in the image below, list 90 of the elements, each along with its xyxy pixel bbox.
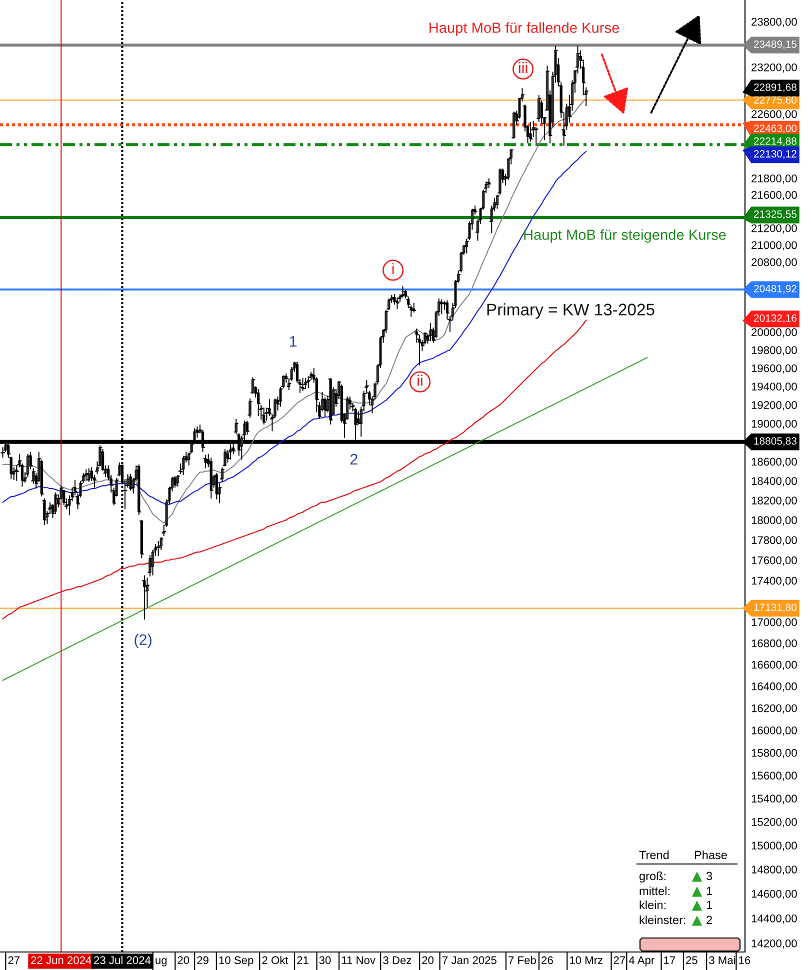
text: 20132,16 — [754, 314, 796, 323]
y-tick-label: 20800,00 — [752, 258, 797, 268]
y-tick-label: 16000,00 — [752, 726, 797, 736]
y-tick-label: 15000,00 — [752, 842, 797, 851]
ref-line-label: 22775,60 — [754, 96, 797, 105]
annotation: i — [392, 263, 394, 274]
x-tick-label: 3 Mai — [709, 956, 736, 964]
y-tick-label: 19400,00 — [752, 382, 797, 392]
line-series — [2, 357, 648, 681]
annotation: groß: — [639, 871, 666, 882]
y-tick-label: 14400,00 — [752, 914, 797, 924]
x-tick-label: 2 Okt — [262, 956, 288, 964]
annotation: Haupt MoB für steigende Kurse — [524, 229, 726, 243]
y-tick-label: 14200,00 — [752, 939, 797, 949]
x-tick-label: 16 — [739, 956, 750, 964]
annotation: 2 — [706, 916, 712, 924]
annotation: iii — [518, 62, 528, 74]
x-tick-label: 20 — [178, 956, 190, 964]
y-tick-label: 16400,00 — [752, 682, 797, 692]
y-tick-label: 21000,00 — [752, 241, 797, 250]
y-tick-label: 19200,00 — [752, 401, 797, 410]
y-tick-label: 19800,00 — [752, 346, 797, 356]
y-tick-label: 15600,00 — [752, 772, 797, 781]
y-tick-label: 21200,00 — [752, 224, 797, 234]
ref-line-label: 22214,88 — [754, 137, 796, 146]
x-tick-label: 29 — [197, 956, 208, 964]
y-tick-label: 15200,00 — [752, 818, 797, 828]
y-tick-label: 19600,00 — [752, 364, 797, 374]
x-tick-label: 11 Nov — [342, 956, 376, 964]
x-tick-label: 27 — [8, 956, 20, 964]
x-tick-label: 30 — [319, 956, 331, 964]
x-tick-label: 7 Feb — [508, 956, 536, 964]
ref-line-label: 17131,80 — [754, 604, 797, 612]
annotation: mittel: — [640, 886, 670, 896]
annotation: 1 — [706, 900, 712, 910]
ref-line-label: 22463,00 — [754, 124, 797, 134]
y-tick-label: 14800,00 — [752, 866, 797, 875]
ref-line-label: 18805,83 — [754, 437, 796, 446]
x-tick-label: 7 Jan 2025 — [442, 956, 496, 964]
x-tick-label: 17 — [664, 956, 676, 964]
y-tick-label: 17600,00 — [752, 556, 797, 566]
annotation: 2 — [350, 454, 358, 465]
annotation: 3 — [706, 872, 712, 880]
x-tick-label: ug — [156, 958, 167, 966]
y-tick-label: 19000,00 — [752, 420, 797, 429]
y-tick-label: 17800,00 — [752, 536, 797, 546]
annotation: Phase — [694, 850, 727, 860]
x-tick-label: 27 — [614, 956, 626, 964]
x-tick-label: 20 — [422, 956, 434, 964]
y-tick-label: 16600,00 — [752, 660, 797, 670]
y-tick-label: 17000,00 — [752, 618, 797, 628]
annotation: kleinster: — [640, 915, 686, 924]
y-tick-label: 23800,00 — [752, 18, 797, 28]
annotation: klein: — [640, 900, 666, 910]
y-tick-label: 18400,00 — [752, 477, 797, 486]
text: 22130,12 — [754, 150, 796, 159]
y-tick-label: 20000,00 — [752, 328, 797, 338]
annotation: (2) — [134, 634, 152, 648]
y-tick-label: 23200,00 — [752, 63, 797, 73]
annotation: Trend — [639, 850, 669, 860]
x-tick-label: 21 — [297, 956, 308, 964]
annotation: Haupt MoB für fallende Kurse — [430, 22, 620, 36]
x-tick-label: 10 Sep — [219, 956, 254, 966]
annotation: ii — [418, 374, 422, 386]
y-tick-label: 16200,00 — [752, 704, 797, 714]
y-tick-label: 18600,00 — [752, 458, 797, 467]
y-tick-label: 17400,00 — [752, 576, 797, 586]
y-tick-label: 18000,00 — [752, 516, 797, 526]
line-series — [2, 320, 587, 620]
y-tick-label: 15800,00 — [752, 748, 797, 758]
x-tick-label: 3 Dez — [383, 956, 412, 964]
y-tick-label: 18200,00 — [752, 496, 797, 506]
annotation: 1 — [706, 886, 712, 896]
y-tick-label: 21800,00 — [752, 174, 797, 184]
text: 22891,68 — [754, 84, 796, 92]
y-tick-label: 22600,00 — [752, 110, 797, 120]
ref-line-label: 23489,15 — [754, 40, 797, 50]
annotation: 1 — [290, 336, 297, 347]
annotation: Primary = KW 13-2025 — [487, 303, 654, 319]
y-tick-label: 16800,00 — [752, 639, 797, 649]
x-tick-label: 26 — [542, 956, 553, 964]
x-tick-label: 10 Mrz — [570, 956, 603, 964]
x-tick-label: 4 Apr — [628, 956, 654, 966]
y-tick-label: 14600,00 — [752, 890, 797, 900]
x-tick-label: 23 Jul 2024 — [94, 956, 151, 964]
x-tick-label: 25 — [686, 956, 698, 964]
ref-line-label: 21325,55 — [754, 210, 797, 220]
ref-line-label: 20481,92 — [754, 284, 796, 294]
y-tick-label: 21600,00 — [752, 190, 797, 200]
y-tick-label: 15400,00 — [752, 794, 797, 804]
